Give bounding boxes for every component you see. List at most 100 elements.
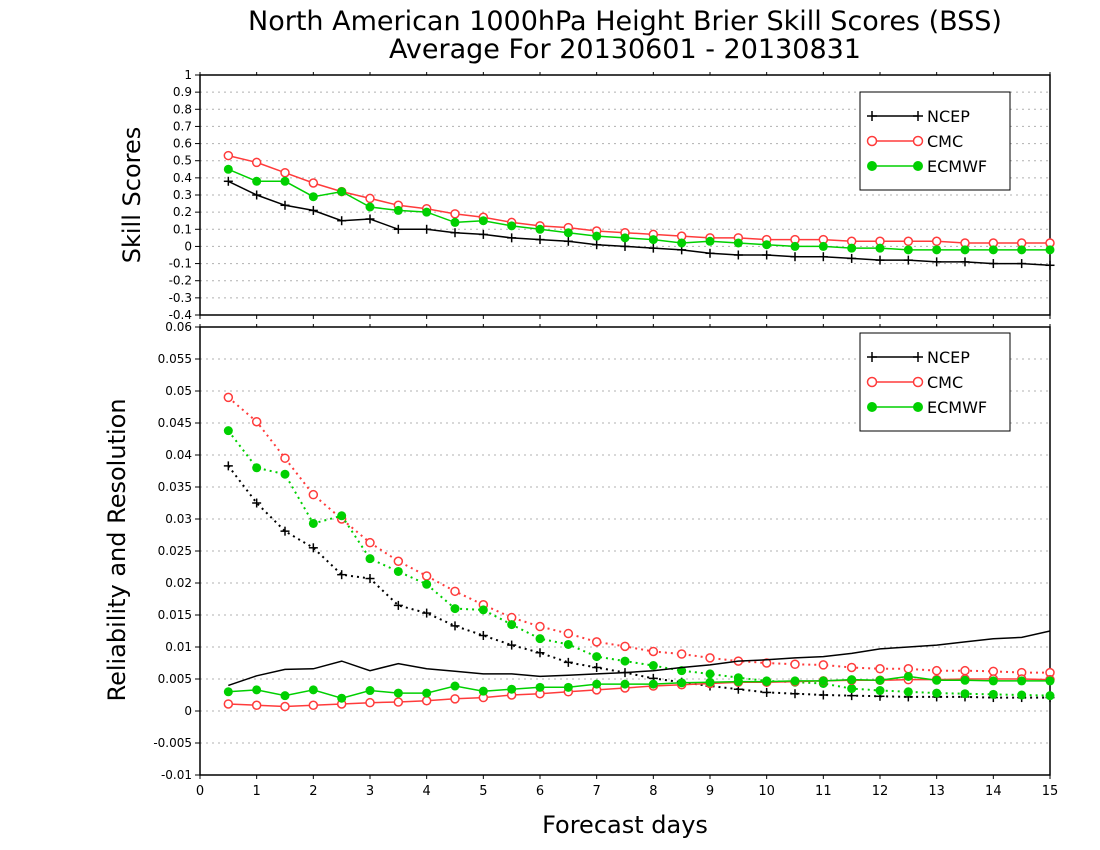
bottom-point-ncep xyxy=(818,690,828,700)
bottom-point-ecmwf xyxy=(620,656,630,666)
bottom-point-cmc xyxy=(846,662,857,673)
bottom-point-ecmwf xyxy=(960,689,970,699)
bottom-point-ecmwf xyxy=(818,676,828,686)
bottom-point-cmc xyxy=(421,571,432,581)
bottom-point-ecmwf xyxy=(365,686,375,696)
bottom-point-ecmwf xyxy=(422,579,432,589)
top-point-ncep xyxy=(1017,259,1027,269)
top-point-ecmwf xyxy=(847,243,857,253)
legend-marker-cmc xyxy=(866,135,878,147)
bottom-point-cmc xyxy=(591,637,602,647)
bottom-point-cmc xyxy=(421,696,432,706)
top-y-tick-label: 0.1 xyxy=(173,222,192,236)
top-point-cmc xyxy=(365,193,375,204)
bottom-y-tick-label: 0.055 xyxy=(158,352,192,366)
top-point-ncep xyxy=(252,190,262,200)
top-point-ecmwf xyxy=(620,233,630,243)
bottom-point-ecmwf xyxy=(1045,691,1055,701)
legend-marker-ecmwf xyxy=(913,161,923,171)
bottom-legend: NCEP CMC ECMWF xyxy=(859,332,1011,432)
bottom-point-ncep xyxy=(252,498,262,508)
top-point-ecmwf xyxy=(932,245,942,255)
top-point-ncep xyxy=(960,257,970,267)
bottom-point-ncep xyxy=(478,630,488,640)
bottom-point-ecmwf xyxy=(903,671,913,681)
legend-marker-ecmwf xyxy=(867,161,877,171)
top-point-ncep xyxy=(337,216,347,226)
top-point-ncep xyxy=(478,229,488,239)
bottom-point-ncep xyxy=(422,608,432,618)
bottom-point-cmc xyxy=(308,489,319,500)
bottom-point-ecmwf xyxy=(308,518,318,528)
x-tick-label: 5 xyxy=(479,784,487,799)
bottom-point-ncep xyxy=(308,543,318,553)
bottom-point-ecmwf xyxy=(280,691,290,701)
bottom-point-ecmwf xyxy=(762,677,772,687)
top-point-ncep xyxy=(592,240,602,250)
top-y-axis-label: Skill Scores xyxy=(118,127,146,264)
x-tick-label: 10 xyxy=(758,784,775,799)
bottom-point-ecmwf xyxy=(592,652,602,662)
bottom-series-line-ncep xyxy=(227,465,1050,699)
bottom-point-ecmwf xyxy=(563,682,573,692)
top-point-ecmwf xyxy=(705,236,715,246)
x-tick-label: 3 xyxy=(366,784,374,799)
top-point-ncep xyxy=(762,250,772,260)
top-point-ncep xyxy=(648,243,658,253)
bottom-point-ecmwf xyxy=(223,426,233,436)
bottom-point-cmc xyxy=(903,664,914,674)
top-point-ncep xyxy=(988,259,998,269)
top-point-ncep xyxy=(847,253,857,263)
bottom-point-ecmwf xyxy=(847,684,857,694)
bottom-plot-frame xyxy=(199,326,1051,776)
bottom-y-tick-label: -0.01 xyxy=(161,768,192,782)
chart-title-line2: Average For 20130601 - 20130831 xyxy=(389,34,861,65)
bottom-point-cmc xyxy=(875,664,885,674)
x-tick-label: 9 xyxy=(706,784,714,799)
bottom-point-ncep xyxy=(450,621,460,631)
bottom-point-ncep xyxy=(365,574,375,584)
bottom-point-ecmwf xyxy=(252,685,262,695)
bottom-point-cmc xyxy=(761,658,772,668)
bottom-y-tick-label: 0.015 xyxy=(158,608,192,622)
bottom-point-ecmwf xyxy=(932,688,942,698)
bottom-point-ecmwf xyxy=(988,676,998,686)
x-tick-label: 2 xyxy=(309,784,317,799)
bottom-point-cmc xyxy=(790,659,800,670)
bottom-series-line-ecmwf xyxy=(227,430,1051,697)
top-point-cmc xyxy=(308,178,319,188)
top-point-ecmwf xyxy=(507,221,517,231)
top-point-ncep xyxy=(450,228,460,238)
top-point-ncep xyxy=(563,236,573,246)
x-tick-label: 4 xyxy=(423,784,431,799)
bottom-point-cmc xyxy=(676,649,687,659)
x-tick-label: 13 xyxy=(928,784,945,799)
bottom-point-ecmwf xyxy=(875,675,885,685)
bottom-point-ecmwf xyxy=(393,688,403,698)
top-y-tick-label: 0.2 xyxy=(173,205,192,219)
top-point-ecmwf xyxy=(733,238,743,248)
top-y-tick-label: 0.4 xyxy=(173,171,192,185)
legend-label-ncep: NCEP xyxy=(927,348,970,367)
top-point-ecmwf xyxy=(422,207,432,217)
bottom-point-ecmwf xyxy=(422,688,432,698)
bottom-point-ecmwf xyxy=(223,687,233,697)
bottom-point-cmc xyxy=(450,694,460,704)
bottom-y-tick-label: 0.06 xyxy=(165,320,192,334)
bottom-point-cmc xyxy=(931,665,942,676)
bottom-point-cmc xyxy=(308,700,319,710)
bottom-point-ncep xyxy=(223,461,233,471)
bottom-point-ncep xyxy=(337,570,347,580)
bottom-point-ncep xyxy=(393,600,403,610)
x-tick-label: 7 xyxy=(593,784,601,799)
bottom-point-ecmwf xyxy=(705,677,715,687)
skill-score-panel: -0.4 -0.3 -0.2 -0.1 0 0.1 0.2 0.3 0.4 0.5 0.6 0.7 0.… xyxy=(169,68,1055,322)
bottom-point-ecmwf xyxy=(648,661,658,671)
bottom-point-ecmwf xyxy=(252,463,262,473)
legend-label-cmc: CMC xyxy=(927,373,963,392)
bottom-point-ecmwf xyxy=(535,634,545,644)
x-tick-label: 0 xyxy=(196,784,204,799)
x-axis-label: Forecast days xyxy=(542,811,708,839)
top-point-ncep xyxy=(790,252,800,262)
top-point-cmc xyxy=(931,236,942,247)
